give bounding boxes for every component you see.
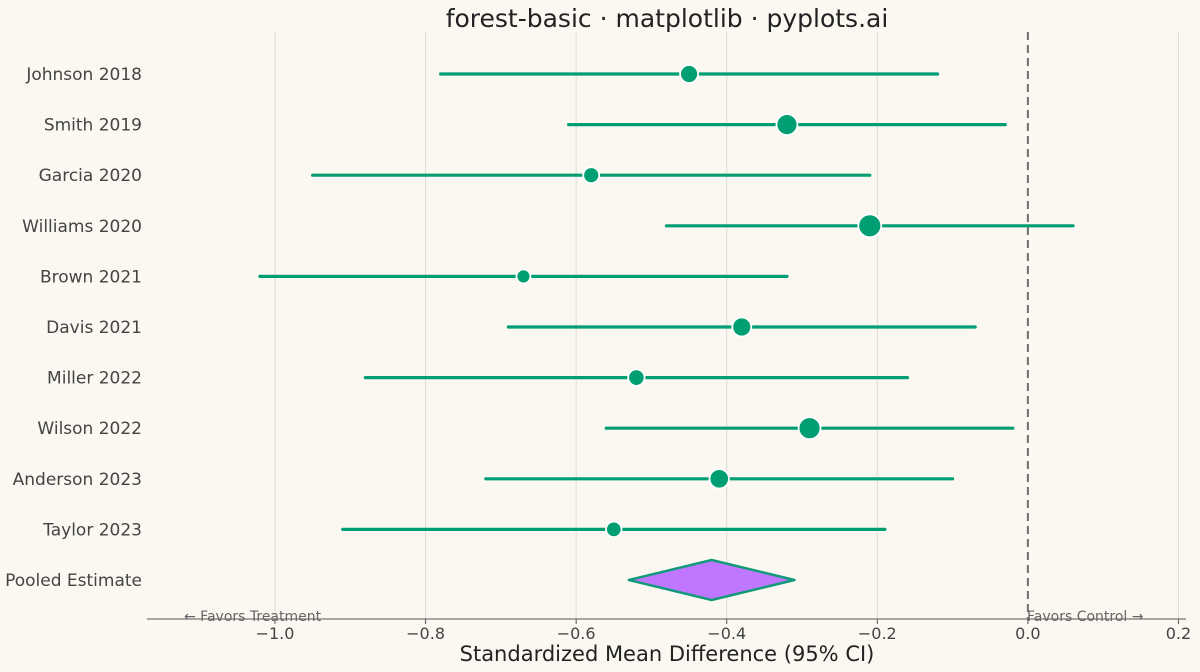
study-row: Smith 2019 [44, 113, 1007, 136]
study-label: Davis 2021 [46, 318, 142, 338]
favors-control-annotation: Favors Control → [1027, 609, 1144, 625]
pooled-label: Pooled Estimate [5, 571, 142, 591]
study-point [605, 520, 623, 539]
study-point [857, 213, 883, 239]
x-tick-label: 0.0 [1015, 624, 1040, 643]
x-tick-label: −1.0 [256, 624, 295, 643]
study-point [775, 113, 799, 136]
study-point [582, 166, 601, 185]
study-label: Brown 2021 [40, 267, 142, 287]
study-rows: Johnson 2018 Smith 2019 Garcia 2020 William… [13, 64, 1075, 540]
study-label: Johnson 2018 [25, 65, 142, 85]
x-axis-label: Standardized Mean Difference (95% CI) [460, 642, 875, 666]
x-axis-ticks: −1.0 −0.8 −0.6 −0.4 −0.2 0.0 0.2 [256, 619, 1191, 643]
x-tick-label: −0.6 [557, 624, 596, 643]
study-row: Johnson 2018 [25, 64, 940, 85]
study-point [679, 64, 699, 84]
pooled-diamond [627, 558, 796, 602]
study-row: Miller 2022 [47, 368, 910, 389]
study-label: Wilson 2022 [37, 419, 142, 439]
study-row: Anderson 2023 [13, 468, 955, 490]
study-row: Williams 2020 [22, 213, 1075, 239]
study-row: Taylor 2023 [42, 520, 887, 540]
study-point [797, 416, 822, 441]
study-label: Williams 2020 [22, 217, 142, 237]
study-row: Wilson 2022 [37, 416, 1015, 441]
study-label: Smith 2019 [44, 116, 142, 136]
x-tick-label: 0.2 [1166, 624, 1191, 643]
study-label: Miller 2022 [47, 369, 142, 389]
chart-title: forest-basic · matplotlib · pyplots.ai [446, 4, 889, 33]
study-label: Garcia 2020 [39, 166, 142, 186]
study-row: Brown 2021 [40, 267, 789, 287]
x-tick-label: −0.2 [858, 624, 897, 643]
study-point [708, 468, 730, 490]
study-point [627, 368, 646, 387]
x-tick-label: −0.8 [406, 624, 445, 643]
x-tick-label: −0.4 [707, 624, 746, 643]
study-point [731, 316, 753, 338]
study-row: Davis 2021 [46, 316, 977, 338]
favors-treatment-annotation: ← Favors Treatment [184, 609, 322, 625]
study-label: Taylor 2023 [42, 520, 142, 540]
study-point [515, 268, 532, 285]
study-label: Anderson 2023 [13, 470, 142, 490]
study-row: Garcia 2020 [39, 166, 872, 186]
